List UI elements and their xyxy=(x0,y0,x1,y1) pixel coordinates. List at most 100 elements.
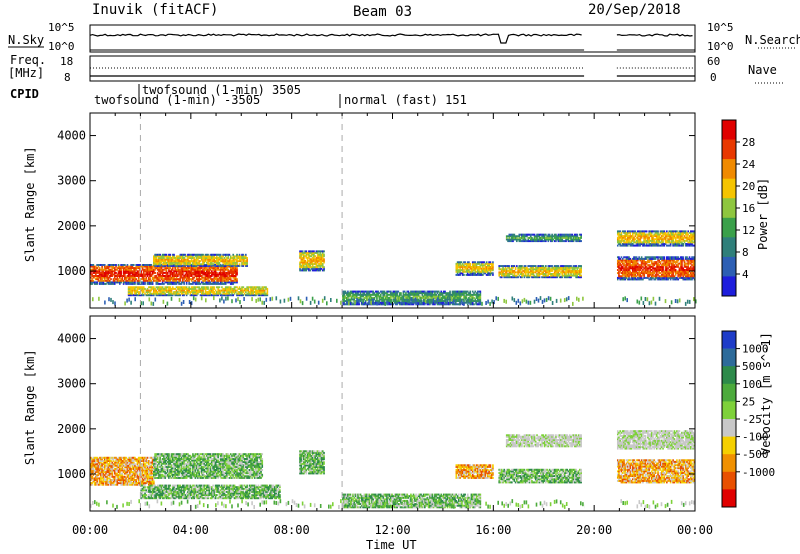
echo-cell xyxy=(691,259,693,262)
echo-cell xyxy=(628,267,630,270)
echo-cell xyxy=(90,268,92,271)
echo-cell xyxy=(175,292,178,295)
echo-cell xyxy=(519,276,522,279)
echo-cell xyxy=(149,271,151,274)
echo-cell xyxy=(120,279,122,282)
echo-cell xyxy=(580,233,582,236)
echo-cell xyxy=(681,269,683,271)
echo-cell xyxy=(471,301,474,304)
echo-cell xyxy=(173,291,175,294)
echo-cell xyxy=(149,265,151,268)
echo-cell xyxy=(637,278,639,281)
echo-cell xyxy=(570,269,572,272)
echo-cell xyxy=(672,272,674,275)
echo-cell xyxy=(319,266,322,269)
echo-cell xyxy=(117,275,120,277)
echo-cell xyxy=(93,275,96,277)
echo-cell xyxy=(659,276,662,279)
echo-cell xyxy=(466,261,469,264)
echo-cell xyxy=(424,293,426,296)
echo-cell xyxy=(175,261,178,264)
echo-cell xyxy=(513,235,516,238)
echo-cell xyxy=(227,279,230,282)
echo-cell xyxy=(541,236,543,239)
echo-cell xyxy=(223,263,226,266)
echo-cell xyxy=(216,263,218,266)
echo-cell xyxy=(103,264,106,266)
echo-cell xyxy=(179,289,182,292)
echo-cell xyxy=(189,253,192,256)
echo-cell xyxy=(153,292,155,295)
echo-cell xyxy=(576,233,579,236)
echo-cell xyxy=(676,278,678,281)
echo-cell xyxy=(238,253,241,256)
echo-cell xyxy=(437,303,440,306)
echo-cell xyxy=(674,269,677,271)
echo-cell xyxy=(175,281,178,284)
echo-cell xyxy=(93,276,96,279)
echo-cell xyxy=(548,268,551,271)
echo-cell xyxy=(561,240,564,243)
echo-cell xyxy=(378,303,381,306)
echo-cell xyxy=(674,273,677,276)
echo-cell xyxy=(650,276,653,279)
echo-cell xyxy=(561,269,564,272)
echo-cell xyxy=(536,273,538,275)
echo-cell xyxy=(166,271,169,274)
echo-cell xyxy=(553,233,556,236)
echo-cell xyxy=(207,263,209,266)
echo-cell xyxy=(207,257,209,259)
echo-cell xyxy=(550,276,552,279)
echo-cell xyxy=(374,300,377,303)
echo-cell xyxy=(482,264,484,267)
echo-cell xyxy=(434,303,436,306)
echo-cell xyxy=(519,236,522,239)
echo-cell xyxy=(572,268,575,271)
echo-cell xyxy=(408,298,411,301)
echo-cell xyxy=(309,252,311,254)
echo-cell xyxy=(155,261,158,264)
echo-cell xyxy=(241,264,243,267)
echo-cell xyxy=(219,281,222,284)
echo-cell xyxy=(487,262,489,265)
echo-cell xyxy=(415,292,417,295)
echo-cell xyxy=(526,266,528,269)
echo-cell xyxy=(256,286,259,289)
echo-cell xyxy=(129,276,131,279)
echo-cell xyxy=(213,276,216,279)
echo-cell xyxy=(171,294,174,297)
echo-cell xyxy=(212,268,214,271)
echo-cell xyxy=(463,295,465,298)
echo-cell xyxy=(563,271,566,274)
echo-cell xyxy=(372,292,374,295)
echo-cell xyxy=(197,270,199,273)
echo-cell xyxy=(649,256,652,259)
echo-cell xyxy=(529,273,532,275)
echo-cell xyxy=(442,292,445,295)
echo-cell xyxy=(309,261,311,264)
echo-cell xyxy=(377,301,380,304)
echo-cell xyxy=(192,268,194,271)
echo-cell xyxy=(534,240,537,243)
echo-cell xyxy=(679,256,682,259)
echo-cell xyxy=(460,264,463,267)
echo-cell xyxy=(558,268,561,271)
echo-cell xyxy=(156,268,159,271)
echo-cell xyxy=(222,260,224,263)
echo-cell xyxy=(644,272,647,275)
echo-cell xyxy=(195,261,198,264)
echo-cell xyxy=(236,292,238,295)
echo-cell xyxy=(392,296,395,299)
echo-cell xyxy=(150,281,153,284)
echo-cell xyxy=(250,291,252,294)
echo-cell xyxy=(538,271,541,274)
echo-cell xyxy=(668,257,671,260)
echo-cell xyxy=(130,267,132,270)
echo-cell xyxy=(487,273,489,276)
echo-cell xyxy=(102,281,105,284)
echo-cell xyxy=(199,273,202,276)
echo-cell xyxy=(316,253,319,256)
echo-cell xyxy=(208,268,211,271)
echo-cell xyxy=(376,293,378,296)
echo-cell xyxy=(252,286,255,289)
